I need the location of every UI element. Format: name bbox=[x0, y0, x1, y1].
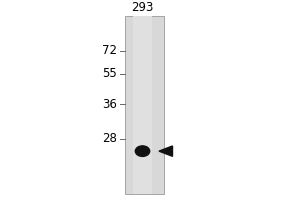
Bar bbox=[133, 16, 152, 194]
Ellipse shape bbox=[135, 146, 150, 156]
Polygon shape bbox=[159, 146, 172, 156]
Text: 293: 293 bbox=[131, 1, 154, 14]
Text: 36: 36 bbox=[102, 98, 117, 111]
Text: 55: 55 bbox=[102, 67, 117, 80]
Bar bbox=[124, 16, 164, 194]
Text: 28: 28 bbox=[102, 132, 117, 145]
Text: 72: 72 bbox=[102, 44, 117, 57]
